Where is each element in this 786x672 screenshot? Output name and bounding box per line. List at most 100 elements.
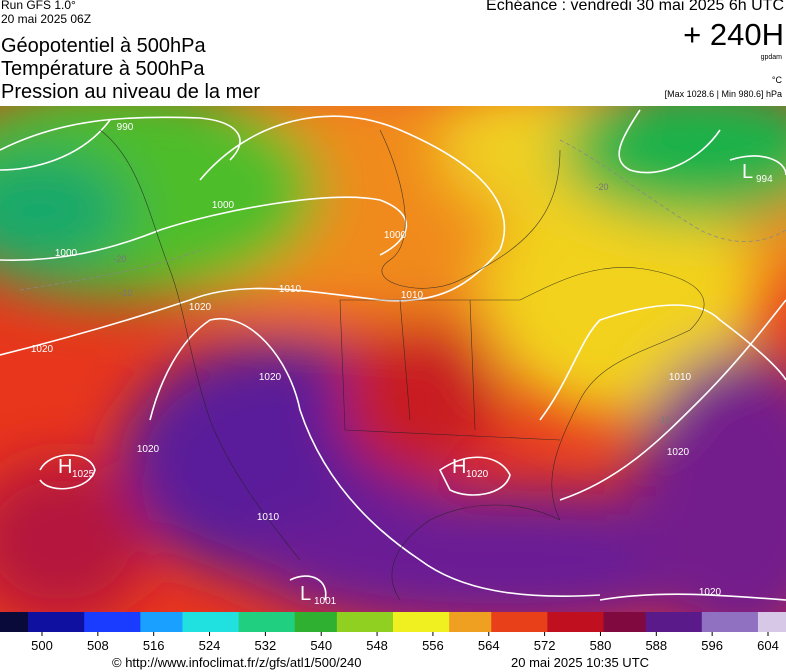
- scale-swatch: [407, 612, 422, 632]
- scale-swatch: [182, 612, 197, 632]
- scale-swatch: [126, 612, 141, 632]
- scale-swatch: [266, 612, 282, 632]
- scale-tick-label: 604: [757, 638, 779, 653]
- isobar-label: 1020: [189, 302, 212, 313]
- scale-swatch: [140, 612, 155, 632]
- scale-swatch: [322, 612, 338, 632]
- scale-swatch: [378, 612, 394, 632]
- scale-swatch: [14, 612, 29, 632]
- scale-tick-label: 500: [31, 638, 53, 653]
- isobar-label: 1010: [669, 372, 692, 383]
- scale-swatch: [350, 612, 366, 632]
- scale-tick-label: 588: [645, 638, 667, 653]
- pressure-center: L: [300, 583, 311, 605]
- scale-tick-label: 564: [478, 638, 500, 653]
- isotherm-label: -10: [657, 415, 670, 425]
- isotherm-label: -20: [113, 254, 126, 264]
- isobar-label: 1020: [137, 444, 160, 455]
- scale-swatch: [757, 612, 773, 632]
- scale-swatch: [28, 612, 43, 632]
- scale-swatch: [491, 612, 506, 632]
- scale-swatch: [0, 612, 15, 632]
- scale-swatch: [98, 612, 113, 632]
- isobar-label: 1020: [31, 344, 54, 355]
- scale-swatch: [659, 612, 675, 632]
- pressure-value: 1001: [314, 596, 337, 607]
- scale-swatch: [645, 612, 661, 632]
- source-url: © http://www.infoclimat.fr/z/gfs/atl1/50…: [112, 655, 362, 670]
- pressure-value: 994: [756, 174, 773, 185]
- temperature-field: [0, 106, 786, 612]
- scale-swatch: [280, 612, 296, 632]
- isobar-label: 1010: [401, 290, 424, 301]
- scale-swatch: [715, 612, 731, 632]
- isobar-label: 1020: [259, 372, 282, 383]
- scale-tick-label: 508: [87, 638, 109, 653]
- valid-time: Echéance : vendredi 30 mai 2025 6h UTC: [486, 0, 784, 14]
- scale-swatch: [42, 612, 57, 632]
- scale-swatch: [477, 612, 492, 632]
- scale-swatch: [238, 612, 254, 632]
- scale-swatch: [533, 612, 548, 632]
- isobar-label: 1010: [279, 284, 302, 295]
- scale-swatch: [519, 612, 534, 632]
- scale-swatch: [589, 612, 605, 632]
- scale-swatch: [294, 612, 310, 632]
- scale-swatch: [168, 612, 183, 632]
- scale-swatch: [743, 612, 759, 632]
- scale-swatch: [252, 612, 268, 632]
- scale-swatch: [56, 612, 71, 632]
- scale-swatch: [70, 612, 85, 632]
- scale-swatch: [631, 612, 647, 632]
- scale-swatch: [308, 612, 324, 632]
- scale-tick-label: 524: [199, 638, 221, 653]
- scale-swatch: [617, 612, 633, 632]
- scale-swatch: [505, 612, 520, 632]
- scale-tick-label: 572: [534, 638, 556, 653]
- isobar-label: 1000: [55, 248, 78, 259]
- issue-date: 20 mai 2025 10:35 UTC: [511, 655, 650, 670]
- scale-swatch: [547, 612, 562, 632]
- isobar-label: 1020: [699, 587, 722, 598]
- isobar-label: 1020: [667, 447, 690, 458]
- scale-swatch: [112, 612, 127, 632]
- isobar-label: 990: [117, 122, 134, 133]
- scale-swatch: [701, 612, 717, 632]
- scale-swatch: [575, 612, 590, 632]
- scale-swatch: [84, 612, 99, 632]
- pressure-center: H: [58, 456, 72, 478]
- scale-swatch: [449, 612, 464, 632]
- scale-swatch: [421, 612, 436, 632]
- run-label: Run GFS 1.0°: [1, 0, 76, 12]
- scale-tick-label: 580: [590, 638, 612, 653]
- scale-swatch: [603, 612, 619, 632]
- scale-swatch: [196, 612, 212, 632]
- scale-swatch: [364, 612, 380, 632]
- isotherm-label: -10: [119, 288, 132, 298]
- scale-swatch: [561, 612, 576, 632]
- scale-swatch: [210, 612, 226, 632]
- pressure-center: H: [452, 456, 466, 478]
- pressure-center: L: [742, 161, 753, 183]
- unit-temp: °C: [771, 75, 782, 85]
- isobar-label: 1000: [384, 230, 407, 241]
- scale-swatch: [435, 612, 450, 632]
- unit-geo: gpdam: [760, 54, 782, 61]
- run-date: 20 mai 2025 06Z: [1, 12, 92, 26]
- scale-swatch: [687, 612, 703, 632]
- pressure-value: 1020: [466, 469, 489, 480]
- scale-tick-label: 540: [310, 638, 332, 653]
- scale-swatch: [393, 612, 408, 632]
- scale-tick-label: 596: [701, 638, 723, 653]
- scale-swatch: [463, 612, 478, 632]
- isotherm-label: -20: [595, 182, 608, 192]
- scale-tick-label: 548: [366, 638, 388, 653]
- title: Géopotentiel à 500hPa: [1, 35, 206, 57]
- title: Température à 500hPa: [1, 58, 205, 80]
- scale-tick-label: 532: [255, 638, 277, 653]
- title: Pression au niveau de la mer: [1, 81, 261, 103]
- scale-swatch: [336, 612, 352, 632]
- pressure-value: 1025: [72, 469, 95, 480]
